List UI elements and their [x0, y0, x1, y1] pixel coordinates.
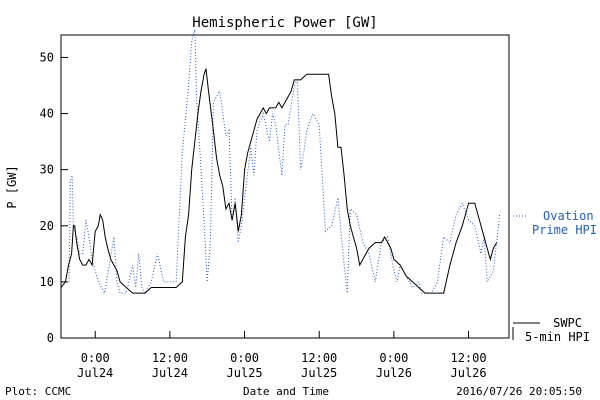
x-tick-day-0: Jul24	[77, 366, 113, 380]
x-tick-day-3: Jul25	[301, 366, 337, 380]
footer-timestamp: 2016/07/26 20:05:50	[456, 385, 582, 398]
y-tick-label-20: 20	[40, 219, 54, 233]
x-axis-label: Date and Time	[243, 385, 329, 398]
legend-swpc-line1: SWPC	[553, 316, 582, 330]
x-tick-time-4: 0:00	[379, 351, 408, 365]
y-tick-label-30: 30	[40, 163, 54, 177]
series-layer	[60, 29, 501, 295]
x-tick-time-1: 12:00	[152, 351, 188, 365]
series-line-ovation-prime	[68, 29, 501, 295]
footer-source: Plot: CCMC	[5, 385, 71, 398]
plot-frame	[60, 34, 510, 339]
y-axis-label: P [GW]	[5, 165, 19, 208]
x-tick-time-3: 12:00	[301, 351, 337, 365]
legend-ovation: Ovation Prime HPI	[513, 209, 597, 237]
x-tick-day-2: Jul25	[226, 366, 262, 380]
x-tick-day-4: Jul26	[376, 366, 412, 380]
y-axis: 0 10 20 30 40 50	[40, 50, 68, 345]
x-tick-time-2: 0:00	[230, 351, 259, 365]
chart-title: Hemispheric Power [GW]	[192, 15, 377, 31]
x-tick-time-5: 12:00	[450, 351, 486, 365]
legend-swpc-line2: 5-min HPI	[525, 330, 590, 344]
y-tick-label-0: 0	[47, 331, 54, 345]
legend-ovation-line2: Prime HPI	[532, 223, 597, 237]
y-tick-label-50: 50	[40, 50, 54, 64]
y-tick-label-10: 10	[40, 275, 54, 289]
x-tick-time-0: 0:00	[81, 351, 110, 365]
series-line-swpc	[60, 68, 498, 294]
x-axis: 0:00Jul2412:00Jul240:00Jul2512:00Jul250:…	[77, 331, 487, 380]
x-tick-day-1: Jul24	[152, 366, 188, 380]
x-tick-day-5: Jul26	[450, 366, 486, 380]
legend-swpc: SWPC 5-min HPI	[512, 316, 590, 344]
legend-ovation-line1: Ovation	[543, 209, 594, 223]
y-tick-label-40: 40	[40, 107, 54, 121]
